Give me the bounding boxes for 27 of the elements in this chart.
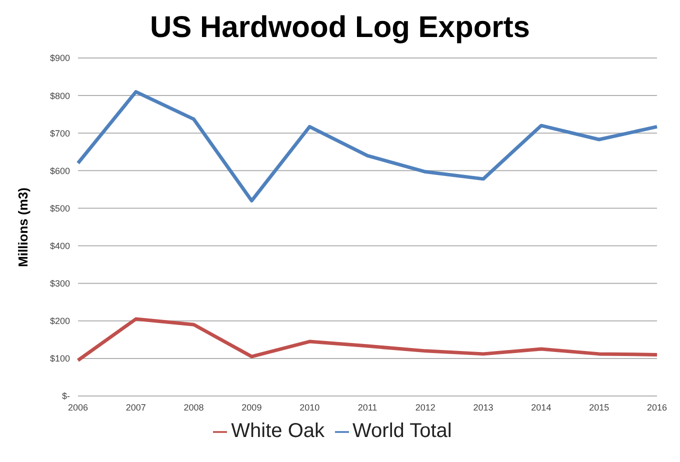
- y-tick-label: $500: [50, 203, 70, 214]
- x-tick-label: 2006: [68, 402, 88, 412]
- y-axis-title: Millions (m3): [16, 188, 31, 267]
- y-tick-label: $700: [50, 128, 70, 138]
- x-tick-label: 2010: [300, 402, 320, 412]
- x-tick-label: 2009: [242, 402, 262, 412]
- y-tick-label: $300: [50, 278, 70, 289]
- y-tick-label: $800: [50, 90, 70, 101]
- x-tick-label: 2012: [415, 402, 436, 412]
- y-tick-label: $600: [50, 166, 70, 176]
- x-tick-label: 2015: [589, 402, 610, 412]
- x-tick-label: 2014: [531, 402, 552, 412]
- x-tick-label: 2008: [184, 402, 204, 412]
- line-series: [76, 317, 659, 362]
- y-tick-label: $100: [50, 354, 70, 364]
- line-series: [76, 90, 659, 202]
- y-tick-label: $400: [50, 240, 70, 251]
- legend-label: World Total: [352, 420, 452, 442]
- x-tick-label: 2007: [126, 402, 146, 412]
- x-tick-label: 2016: [646, 402, 668, 412]
- x-tick-label: 2013: [473, 402, 494, 412]
- chart-title: US Hardwood Log Exports: [148, 10, 531, 46]
- legend-label: White Oak: [231, 420, 325, 442]
- y-tick-label: $-: [62, 391, 70, 402]
- y-tick-label: $200: [50, 316, 70, 326]
- x-tick-label: 2011: [358, 402, 378, 412]
- y-tick-label: $900: [50, 53, 70, 64]
